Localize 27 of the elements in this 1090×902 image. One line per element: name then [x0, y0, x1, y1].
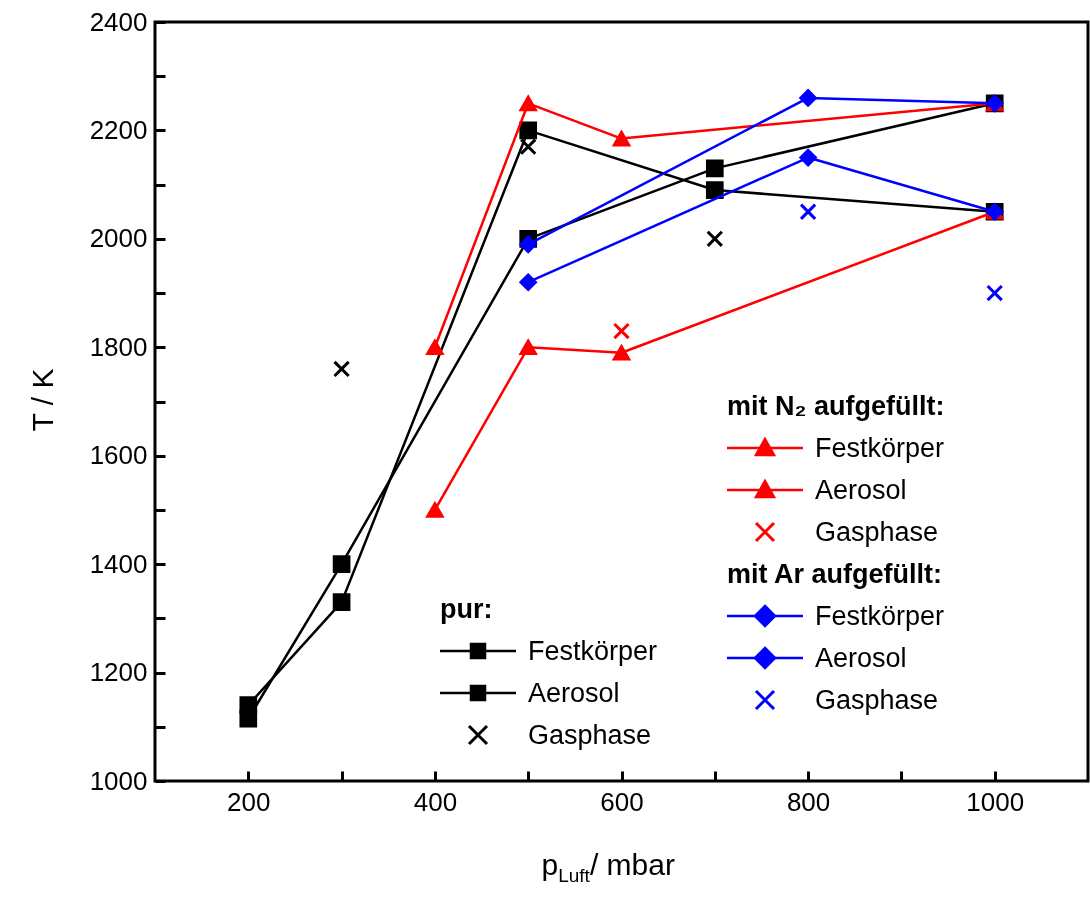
annotation: mit Ar aufgefüllt: — [727, 558, 943, 591]
legend-label: Gasphase — [815, 516, 939, 548]
legend-label: Festkörper — [815, 600, 945, 632]
x-tick-label: 1000 — [966, 786, 1025, 817]
legend-label: Gasphase — [528, 719, 652, 751]
legend-label: Aerosol — [815, 642, 907, 674]
y-tick-label: 1000 — [89, 765, 148, 796]
legend-label: Festkörper — [528, 635, 658, 667]
y-tick-label: 1600 — [89, 440, 148, 471]
y-axis-title: T / K — [26, 368, 61, 432]
x-axis-title: p$_{Luft}$/ mbar — [541, 848, 675, 887]
y-tick-label: 2000 — [89, 223, 148, 254]
legend-label: Aerosol — [815, 474, 907, 506]
y-tick-label: 1200 — [89, 657, 148, 688]
x-tick-label: 800 — [786, 786, 831, 817]
y-tick-label: 1800 — [89, 331, 148, 362]
x-tick-label: 600 — [600, 786, 644, 817]
legend-label: Festkörper — [815, 432, 945, 464]
y-tick-label: 2200 — [89, 114, 148, 145]
y-tick-label: 2400 — [89, 6, 148, 37]
annotation: pur: — [440, 593, 494, 626]
annotation: mit N₂ aufgefüllt: — [727, 390, 945, 423]
legend-label: Aerosol — [528, 677, 620, 709]
y-tick-label: 1400 — [89, 548, 148, 579]
legend-label: Gasphase — [815, 684, 939, 716]
x-tick-label: 200 — [227, 786, 271, 817]
x-tick-label: 400 — [413, 786, 458, 817]
